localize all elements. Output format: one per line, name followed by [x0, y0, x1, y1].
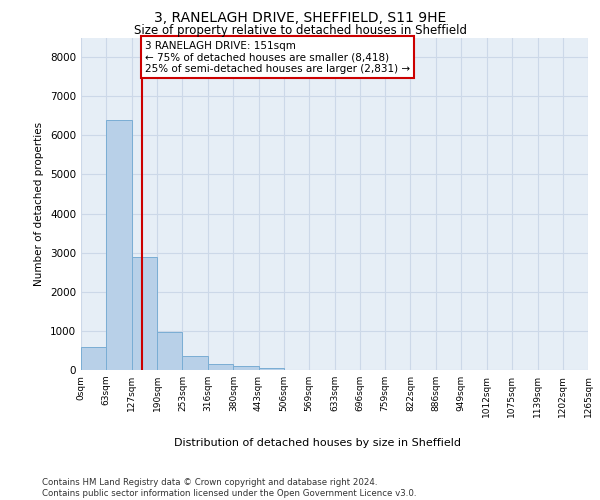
- Text: 3 RANELAGH DRIVE: 151sqm
← 75% of detached houses are smaller (8,418)
25% of sem: 3 RANELAGH DRIVE: 151sqm ← 75% of detach…: [145, 40, 410, 74]
- Bar: [81, 348, 106, 370]
- Bar: [259, 368, 284, 370]
- Bar: [182, 356, 208, 370]
- Bar: [132, 256, 157, 370]
- Text: 3, RANELAGH DRIVE, SHEFFIELD, S11 9HE: 3, RANELAGH DRIVE, SHEFFIELD, S11 9HE: [154, 11, 446, 25]
- Bar: [233, 366, 259, 370]
- Y-axis label: Number of detached properties: Number of detached properties: [34, 122, 44, 286]
- Bar: [208, 364, 233, 370]
- Text: Size of property relative to detached houses in Sheffield: Size of property relative to detached ho…: [133, 24, 467, 37]
- Text: Distribution of detached houses by size in Sheffield: Distribution of detached houses by size …: [175, 438, 461, 448]
- Bar: [106, 120, 132, 370]
- Text: Contains HM Land Registry data © Crown copyright and database right 2024.
Contai: Contains HM Land Registry data © Crown c…: [42, 478, 416, 498]
- Bar: [157, 332, 182, 370]
